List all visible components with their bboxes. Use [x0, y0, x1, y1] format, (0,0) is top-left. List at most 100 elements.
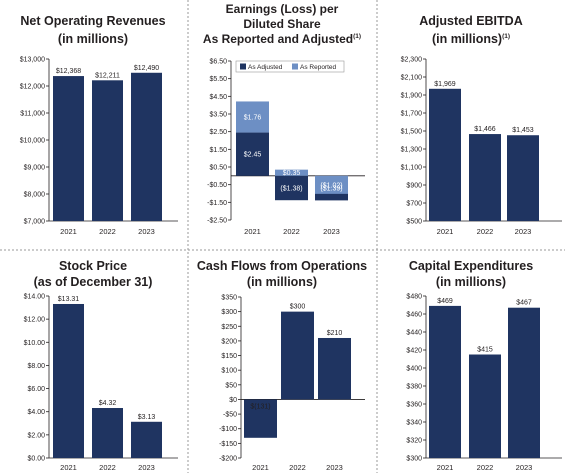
legend-swatch-as-adjusted: [240, 63, 246, 70]
y-tick-label: $150: [221, 353, 237, 360]
y-tick-label: -$150: [219, 441, 237, 448]
data-label-as-adjusted: $2.45: [244, 152, 262, 159]
bar: [429, 305, 461, 458]
y-tick-label: $2,100: [401, 75, 423, 82]
bar: [429, 88, 461, 221]
y-tick-label: $250: [221, 324, 237, 331]
y-tick-label: -$100: [219, 426, 237, 433]
chart-panel-4: Stock Price (as of December 31) $0.00 $2.00…: [24, 259, 178, 472]
chart-panel-5: Cash Flows from Operations (in millions) -…: [197, 259, 367, 472]
data-label: $415: [477, 347, 493, 354]
data-label: $(131): [250, 403, 270, 410]
data-label: $12,211: [95, 72, 120, 79]
y-tick-label: -$200: [219, 456, 237, 463]
bar: [53, 76, 84, 222]
legend-swatch-as-reported: [292, 63, 298, 70]
y-tick-label: $300: [406, 456, 422, 463]
y-tick-label: $9,000: [24, 165, 46, 172]
legend-box: [235, 60, 345, 73]
data-label: $467: [516, 300, 532, 307]
data-label: $300: [290, 304, 306, 311]
y-tick-label: -$50: [223, 412, 237, 419]
chart-title-line: (in millions)(1): [432, 32, 510, 46]
data-label: $12,490: [134, 65, 159, 72]
y-tick-label: $8,000: [24, 192, 46, 199]
y-tick-label: $340: [406, 420, 422, 427]
bar-as-adjusted: [236, 132, 269, 176]
y-tick-label: $12.00: [24, 317, 46, 324]
y-tick-label: $50: [225, 382, 237, 389]
chart-title-line: (in millions): [58, 32, 128, 46]
y-tick-label: $13,000: [20, 57, 45, 64]
bar: [508, 307, 540, 458]
bar: [53, 303, 84, 458]
y-tick-label: $1.50: [209, 147, 227, 154]
chart-panel-6: Capital Expenditures (in millions) $300 $32…: [406, 259, 562, 472]
y-tick-label: $4.50: [209, 94, 227, 101]
y-tick-label: -$1.50: [207, 200, 227, 207]
x-category-label: 2022: [99, 463, 116, 472]
x-category-label: 2021: [244, 227, 261, 236]
x-category-label: 2022: [477, 463, 494, 472]
x-category-label: 2021: [437, 227, 454, 236]
chart-title-line: (as of December 31): [34, 275, 153, 289]
title-superscript: (1): [353, 33, 361, 40]
data-label: $210: [327, 330, 343, 337]
bar: [131, 72, 162, 222]
chart-title-line: Adjusted EBITDA: [419, 14, 522, 28]
data-label-as-reported: $0.35: [283, 170, 301, 177]
bar-as-adjusted: [275, 175, 308, 201]
y-tick-label: $12,000: [20, 84, 45, 91]
y-tick-label: -$0.50: [207, 182, 227, 189]
y-tick-label: $10,000: [20, 138, 45, 145]
y-tick-label: $400: [406, 366, 422, 373]
chart-panel-3: Adjusted EBITDA (in millions)(1) $500 $700 $…: [401, 14, 562, 236]
x-category-label: 2023: [138, 227, 155, 236]
y-tick-label: $6.50: [209, 59, 227, 66]
y-tick-label: $11,000: [20, 111, 45, 118]
chart-title-line: (in millions): [436, 275, 506, 289]
y-tick-label: $350: [221, 295, 237, 302]
x-category-label: 2022: [99, 227, 116, 236]
bar: [469, 354, 501, 458]
y-tick-label: $3.50: [209, 112, 227, 119]
y-tick-label: $1,900: [401, 93, 423, 100]
legend-label-as-adjusted: As Adjusted: [248, 64, 283, 71]
y-tick-label: $460: [406, 312, 422, 319]
y-tick-label: $320: [406, 438, 422, 445]
data-label: $1,466: [474, 126, 496, 133]
y-tick-label: $0: [229, 397, 237, 404]
data-label: $469: [437, 298, 453, 305]
bar: [469, 134, 501, 221]
y-tick-label: $360: [406, 402, 422, 409]
bar: [131, 421, 162, 458]
y-tick-label: $100: [221, 368, 237, 375]
x-category-label: 2021: [252, 463, 269, 472]
y-tick-label: $0.00: [27, 456, 45, 463]
chart-title-line: Capital Expenditures: [409, 259, 533, 273]
y-tick-label: $700: [406, 201, 422, 208]
chart-title-line: As Reported and Adjusted(1): [203, 32, 361, 46]
y-tick-label: $6.00: [27, 386, 45, 393]
x-category-label: 2023: [138, 463, 155, 472]
y-tick-label: -$2.50: [207, 218, 227, 225]
data-label-as-reported: ($1.02): [320, 182, 342, 189]
chart-title-line: Diluted Share: [243, 17, 321, 31]
y-tick-label: $900: [406, 183, 422, 190]
bar-as-reported: [236, 101, 269, 133]
y-tick-label: $420: [406, 348, 422, 355]
title-superscript: (1): [502, 33, 510, 40]
data-label-as-reported: $1.76: [244, 115, 262, 122]
y-tick-label: $8.00: [27, 363, 45, 370]
chart-title-line: Earnings (Loss) per: [226, 2, 339, 16]
data-label: $3.13: [138, 414, 156, 421]
chart-legend: As Adjusted As Reported: [235, 60, 345, 73]
bar: [281, 311, 314, 400]
y-tick-label: $14.00: [24, 294, 46, 301]
bar-as-reported: [315, 175, 348, 194]
y-tick-label: $1,100: [401, 165, 423, 172]
y-tick-label: $2,300: [401, 57, 423, 64]
x-category-label: 2021: [437, 463, 454, 472]
y-tick-label: $10.00: [24, 340, 46, 347]
